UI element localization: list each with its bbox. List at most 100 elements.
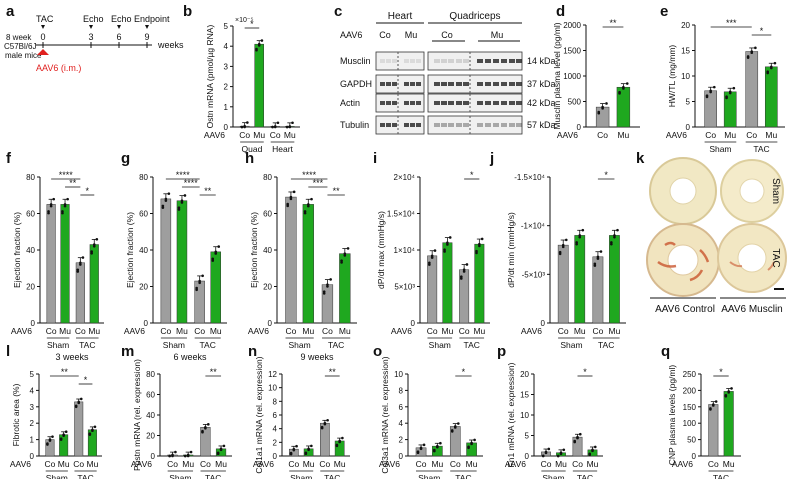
data-point	[291, 121, 294, 125]
x-tick-label: Mu	[723, 459, 735, 469]
aav6-label: AAV6	[391, 326, 412, 336]
group-label: Sham	[46, 473, 68, 479]
y-tick-label: 4	[399, 419, 404, 428]
y-tick-label: 10	[268, 384, 277, 393]
y-axis-label: Musclin plasma level (pg/ml)	[552, 22, 562, 129]
x-tick-label: Mu	[176, 326, 188, 336]
x-tick-label: Mu	[210, 326, 222, 336]
x-tick-label: Mu	[574, 326, 586, 336]
panel-letter-l: l	[6, 343, 10, 360]
data-point	[475, 249, 478, 253]
data-point	[49, 203, 53, 206]
blot-band	[477, 82, 483, 86]
blot-box-heart	[375, 74, 425, 94]
bar-musclin	[210, 251, 221, 324]
data-point	[712, 85, 716, 89]
data-point	[295, 444, 298, 448]
data-point	[174, 450, 177, 454]
data-point	[467, 445, 470, 449]
panel-letter-f: f	[6, 150, 12, 167]
group-label: Sham	[418, 473, 440, 479]
y-tick-label: 5×10³	[394, 283, 415, 292]
x-tick-label: Mu	[182, 459, 194, 469]
data-point	[439, 441, 442, 445]
data-point	[62, 433, 65, 436]
aav6-label: AAV6	[379, 459, 400, 469]
aav6-label: AAV6	[505, 459, 526, 469]
y-axis-label: Fn1 mRNA (rel. expression)	[506, 362, 516, 467]
y-tick-label: 40	[26, 246, 35, 255]
group-label: Sham	[429, 340, 451, 350]
group-label: TAC	[455, 473, 471, 479]
blot-band	[410, 82, 415, 86]
blot-band	[485, 101, 491, 105]
panel-letter-g: g	[121, 150, 130, 167]
data-point	[724, 394, 728, 397]
y-tick-label: 0	[144, 319, 149, 328]
bar-control	[427, 255, 438, 324]
y-axis-label: Col1a1 mRNA (rel. expression)	[254, 356, 264, 473]
chart-n: n 0 2 4 6 8 10 12 Col1a1 mRNA (rel. expression) C…	[248, 343, 350, 483]
y-axis-label: Postn mRNA (rel. expression)	[132, 359, 142, 471]
y-tick-label: 0	[151, 452, 156, 461]
y-tick-label: -1.5×10⁴	[514, 173, 545, 182]
x-tick-label: Mu	[724, 130, 736, 140]
data-point	[593, 445, 597, 449]
bar-musclin	[764, 66, 778, 128]
blot-band	[392, 101, 397, 105]
timeline-unit: weeks	[157, 40, 184, 50]
blot-group-3: Co	[441, 30, 453, 40]
data-point	[732, 86, 736, 90]
group-label: Sham	[47, 340, 69, 350]
x-tick-label: Mu	[58, 459, 70, 469]
data-point	[257, 42, 261, 46]
significance-label: *	[462, 367, 466, 377]
y-tick-label: -1×10⁴	[521, 222, 546, 231]
blot-band	[463, 123, 469, 127]
y-tick-label: 0	[224, 123, 229, 132]
aav6-label: AAV6	[672, 459, 693, 469]
data-point	[63, 203, 67, 206]
x-tick-label: Co	[239, 130, 250, 140]
blot-band	[456, 59, 462, 63]
x-tick-label: Co	[592, 326, 603, 336]
data-point	[260, 39, 264, 42]
data-point	[601, 105, 604, 109]
x-tick-label: Co	[45, 459, 56, 469]
x-tick-label: Co	[746, 130, 757, 140]
y-tick-label: 0	[399, 452, 404, 461]
data-point	[443, 248, 446, 252]
y-tick-label: 50	[687, 436, 696, 445]
y-axis-label: Fibrotic area (%)	[11, 383, 21, 446]
y-tick-label: 60	[139, 210, 148, 219]
panel-letter-c: c	[334, 3, 342, 20]
y-tick-label: 20	[26, 283, 35, 292]
blot-band	[392, 82, 397, 86]
x-tick-label: Co	[73, 459, 84, 469]
data-point	[559, 451, 563, 455]
blot-band	[416, 101, 421, 105]
y-tick-label: 2	[224, 83, 229, 92]
group-label: TAC	[79, 340, 95, 350]
data-point	[46, 442, 49, 445]
x-tick-label: Co	[416, 459, 427, 469]
data-point	[201, 429, 204, 433]
data-point	[335, 443, 339, 447]
blot-band	[516, 101, 522, 105]
data-point	[219, 447, 223, 451]
blot-band	[448, 59, 454, 63]
blot-band	[392, 59, 397, 63]
x-tick-label: Mu	[466, 459, 478, 469]
y-tick-label: 1×10⁴	[394, 246, 416, 255]
data-point	[728, 90, 732, 94]
data-point	[198, 279, 201, 283]
data-point	[433, 249, 437, 252]
data-point	[167, 192, 171, 195]
significance-label: **	[333, 186, 341, 196]
data-point	[712, 403, 715, 406]
y-tick-label: 1000	[563, 72, 581, 81]
x-tick-label: Co	[167, 459, 178, 469]
bar-control	[74, 401, 84, 457]
